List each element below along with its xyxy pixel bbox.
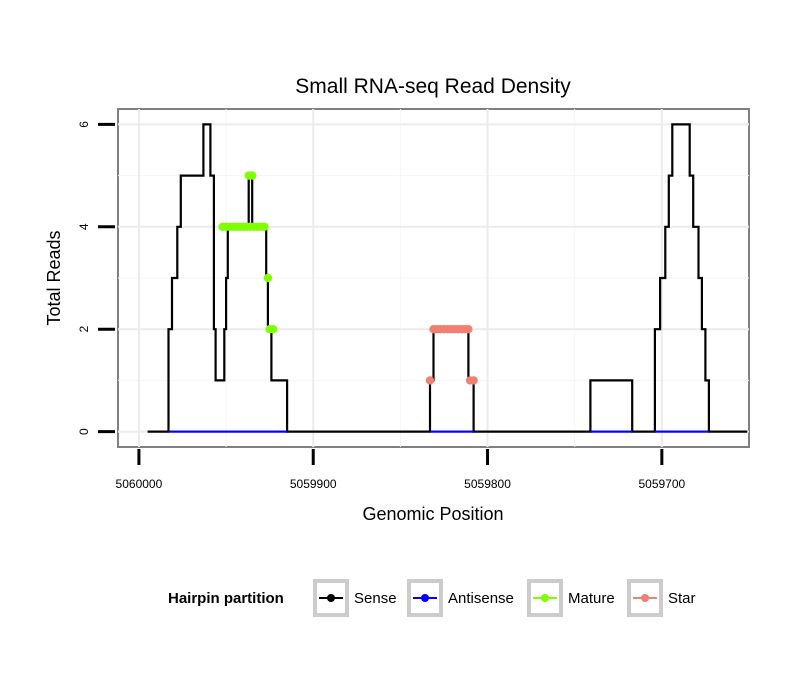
point-star: [425, 376, 435, 385]
y-tick-label: 0: [77, 428, 91, 435]
legend-item-mature: Mature: [527, 579, 615, 617]
minor-gridlines: [118, 109, 749, 447]
legend-label: Antisense: [448, 590, 514, 607]
legend-key-point: [421, 594, 429, 602]
x-tick-label: 5060000: [116, 477, 163, 491]
series-layer: [147, 123, 748, 433]
legend-label: Sense: [354, 590, 397, 607]
point-star: [464, 325, 473, 334]
point-star: [469, 376, 478, 385]
point-mature: [263, 273, 273, 283]
x-tick-label: 5059800: [464, 477, 511, 491]
y-tick-label: 4: [77, 223, 91, 230]
legend-key-point: [541, 594, 549, 602]
x-tick-label: 5059900: [290, 477, 337, 491]
legend: Hairpin partition Sense Antisense Mature St…: [168, 579, 696, 617]
point-mature: [248, 171, 257, 180]
point-mature: [260, 222, 269, 231]
legend-item-star: Star: [627, 579, 696, 617]
x-axis: 5060000 5059900 5059800 5059700: [116, 449, 686, 491]
legend-label: Mature: [568, 590, 615, 607]
legend-label: Star: [668, 590, 696, 607]
y-tick-label: 2: [77, 326, 91, 333]
legend-item-antisense: Antisense: [407, 579, 514, 617]
y-axis: 0 2 4 6: [77, 121, 115, 435]
chart-title: Small RNA-seq Read Density: [295, 75, 571, 98]
x-axis-title: Genomic Position: [362, 504, 503, 524]
legend-item-sense: Sense: [313, 579, 397, 617]
y-tick-label: 6: [77, 121, 91, 128]
x-tick-label: 5059700: [638, 477, 685, 491]
point-mature: [268, 325, 278, 334]
legend-key-point: [641, 594, 649, 602]
legend-title: Hairpin partition: [168, 590, 284, 607]
legend-key-point: [327, 594, 335, 602]
y-axis-title: Total Reads: [44, 230, 64, 325]
series-sense-line: [147, 123, 748, 433]
